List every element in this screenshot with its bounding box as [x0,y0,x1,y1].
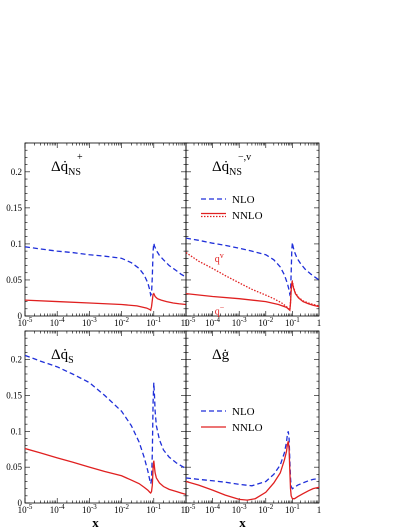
x-tick-label: 10-1 [146,503,161,515]
x-axis-label: x [92,515,99,529]
x-tick-label: 10-3 [232,503,247,515]
y-tick-label: 0.1 [11,239,22,249]
x-tick-label: 10-2 [258,316,273,328]
x-tick-label: 10-2 [114,503,129,515]
plot-frame [24,330,187,504]
legend-label: NNLO [232,210,263,222]
x-axis-label: x [239,515,246,529]
x-tick-label: 10-3 [82,503,97,515]
x-tick-label: 10-5 [18,316,33,328]
x-tick-label: 10-5 [18,503,33,515]
x-tick-label: 1 [184,505,189,515]
x-tick-label: 10-1 [146,316,161,328]
x-tick-label: 10-4 [50,503,65,515]
y-tick-label: 0.15 [6,203,22,213]
y-tick-label: 0.2 [11,355,22,365]
y-tick-label: 0.05 [6,275,22,285]
series-line-nnlo [25,447,186,496]
series-line-nlo [25,243,186,297]
x-tick-label: 10-2 [258,503,273,515]
panel-title: Δq̇NS [51,159,81,178]
y-tick-label: 0.2 [11,167,22,177]
x-tick-label: 10-1 [285,316,300,328]
panel-title-superscript: + [77,152,83,163]
y-tick-label: 0.15 [6,391,22,401]
x-tick-label: 10-4 [205,503,220,515]
y-tick-label: 0.1 [11,426,22,436]
x-tick-label: 1 [184,318,189,328]
curve-annotation: q− [215,304,225,318]
x-tick-label: 10-4 [205,316,220,328]
panel-singlet: 0 0.05 0.1 0.15 0.2 10-5 10-4 10-3 10-2 10-1 1 x Δq̇… [6,330,189,529]
y-tick-label: 0 [18,311,23,321]
plot-frame [24,142,187,317]
legend-label: NLO [232,194,255,206]
curve-annotation: qv [215,251,224,265]
x-tick-label: 10-3 [232,316,247,328]
series-line-nlo [186,237,319,297]
panel-title: Δq̇S [51,347,74,366]
panel-gluon: 10-5 10-4 10-3 10-2 10-1 1 x Δġ NLO NNLO [181,330,322,529]
x-tick-label: 1 [317,505,322,515]
x-tick-label: 1 [317,318,322,328]
x-tick-label: 10-1 [285,503,300,515]
y-tick-label: 0 [18,498,23,508]
series-line-nlo [186,431,319,490]
panel-title-superscript: −,v [238,152,251,163]
legend-label: NLO [232,406,255,418]
x-tick-label: 10-3 [82,316,97,328]
y-tick-label: 0.05 [6,462,22,472]
x-tick-label: 10-5 [181,503,196,515]
panel-minus-v-ns: 10-5 10-4 10-3 10-2 10-1 1 Δq̇NS−,v qv q− NLO NNLO [181,142,322,328]
series-line-nlo [25,354,186,484]
series-line-nnlo [186,441,319,501]
panel-title: Δġ [212,347,230,363]
legend-label: NNLO [232,422,263,434]
x-tick-label: 10-4 [50,316,65,328]
panel-title: Δq̇NS [212,159,242,178]
series-line-nnlo-q- [186,281,319,312]
x-tick-label: 10-5 [181,316,196,328]
x-tick-label: 10-2 [114,316,129,328]
series-line-nnlo [25,292,186,312]
panel-plus-ns: 0 0.05 0.1 0.15 0.2 10-5 10-4 10-3 10-2 10-1 1 Δq̇N… [6,142,189,328]
